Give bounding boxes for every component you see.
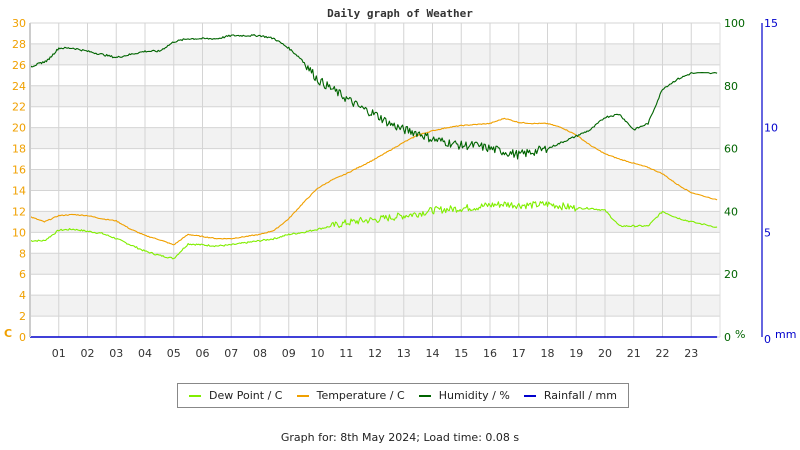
x-tick-label: 16 [483, 347, 497, 360]
rainfall-swatch-icon [523, 394, 536, 397]
dew-point-swatch-icon [189, 394, 202, 397]
x-tick-label: 01 [52, 347, 66, 360]
left-tick-label: 12 [12, 205, 26, 218]
x-tick-label: 22 [656, 347, 670, 360]
humidity-tick-label: 80 [724, 80, 738, 93]
x-tick-label: 09 [282, 347, 296, 360]
humidity-tick-label: 20 [724, 268, 738, 281]
left-tick-label: 26 [12, 59, 26, 72]
humidity-tick-label: 40 [724, 205, 738, 218]
legend-label: Rainfall / mm [543, 389, 617, 402]
legend-item-dew-point: Dew Point / C [189, 389, 282, 402]
left-tick-label: 22 [12, 101, 26, 114]
humidity-tick-label: 100 [724, 17, 745, 30]
legend-item-temperature: Temperature / C [296, 389, 405, 402]
left-tick-label: 18 [12, 143, 26, 156]
x-tick-label: 19 [569, 347, 583, 360]
dew-line [29, 201, 718, 260]
x-tick-label: 15 [454, 347, 468, 360]
temperature-line [29, 117, 718, 246]
x-tick-label: 17 [512, 347, 526, 360]
left-tick-label: 28 [12, 38, 26, 51]
left-tick-label: 4 [19, 289, 26, 302]
x-tick-label: 14 [426, 347, 440, 360]
left-tick-label: 10 [12, 226, 26, 239]
legend: Dew Point / C Temperature / C Humidity /… [177, 383, 629, 408]
left-tick-label: 14 [12, 184, 26, 197]
x-tick-label: 11 [339, 347, 353, 360]
x-tick-label: 04 [138, 347, 152, 360]
x-tick-label: 18 [541, 347, 555, 360]
left-tick-label: 8 [19, 247, 26, 260]
humidity-tick-label: 60 [724, 143, 738, 156]
x-tick-label: 06 [196, 347, 210, 360]
left-tick-label: 16 [12, 164, 26, 177]
x-tick-label: 03 [109, 347, 123, 360]
legend-item-rainfall: Rainfall / mm [523, 389, 617, 402]
x-tick-label: 20 [598, 347, 612, 360]
legend-item-humidity: Humidity / % [418, 389, 510, 402]
left-tick-label: 6 [19, 268, 26, 281]
rain-tick-label: 10 [764, 122, 778, 135]
rain-tick-label: 5 [764, 226, 771, 239]
left-tick-label: 2 [19, 310, 26, 323]
x-tick-label: 23 [684, 347, 698, 360]
x-tick-label: 21 [627, 347, 641, 360]
humidity-swatch-icon [418, 394, 431, 397]
temperature-swatch-icon [296, 394, 309, 397]
left-tick-label: 24 [12, 80, 26, 93]
x-tick-label: 13 [397, 347, 411, 360]
legend-label: Humidity / % [438, 389, 510, 402]
humidity-axis-unit: % [735, 328, 745, 341]
x-tick-label: 02 [81, 347, 95, 360]
graph-footer: Graph for: 8th May 2024; Load time: 0.08… [280, 431, 520, 444]
humidity-tick-label: 0 [724, 331, 731, 344]
left-axis-unit: C [4, 327, 12, 340]
rain-axis-unit: mm [775, 328, 796, 341]
rain-tick-label: 15 [764, 17, 778, 30]
chart-title: Daily graph of Weather [327, 7, 473, 20]
data-series [29, 34, 718, 338]
rain-tick-label: 0 [764, 333, 771, 346]
x-tick-label: 12 [368, 347, 382, 360]
humidity-line [29, 34, 718, 160]
left-tick-label: 20 [12, 122, 26, 135]
left-tick-label: 30 [12, 17, 26, 30]
x-tick-label: 08 [253, 347, 267, 360]
x-tick-label: 10 [311, 347, 325, 360]
legend-label: Temperature / C [316, 389, 405, 402]
legend-label: Dew Point / C [209, 389, 283, 402]
x-tick-label: 07 [224, 347, 238, 360]
x-tick-label: 05 [167, 347, 181, 360]
left-tick-label: 0 [19, 331, 26, 344]
